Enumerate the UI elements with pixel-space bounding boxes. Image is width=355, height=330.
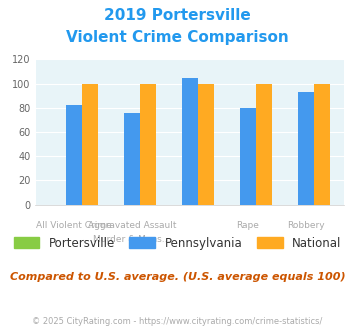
Bar <box>66 105 82 205</box>
Text: All Violent Crime: All Violent Crime <box>36 221 112 230</box>
Text: Violent Crime Comparison: Violent Crime Comparison <box>66 30 289 45</box>
Bar <box>140 83 156 205</box>
Bar <box>182 78 198 205</box>
Bar <box>298 92 314 205</box>
Bar <box>314 83 330 205</box>
Text: Robbery: Robbery <box>287 221 325 230</box>
Text: Rape: Rape <box>236 221 260 230</box>
Legend: Portersville, Pennsylvania, National: Portersville, Pennsylvania, National <box>9 232 346 254</box>
Text: Murder & Mans...: Murder & Mans... <box>93 235 171 244</box>
Text: Aggravated Assault: Aggravated Assault <box>88 221 176 230</box>
Text: Compared to U.S. average. (U.S. average equals 100): Compared to U.S. average. (U.S. average … <box>10 272 345 282</box>
Bar <box>198 83 214 205</box>
Bar <box>256 83 272 205</box>
Text: © 2025 CityRating.com - https://www.cityrating.com/crime-statistics/: © 2025 CityRating.com - https://www.city… <box>32 317 323 326</box>
Bar <box>240 108 256 205</box>
Bar <box>82 83 98 205</box>
Bar <box>124 113 140 205</box>
Text: 2019 Portersville: 2019 Portersville <box>104 8 251 23</box>
